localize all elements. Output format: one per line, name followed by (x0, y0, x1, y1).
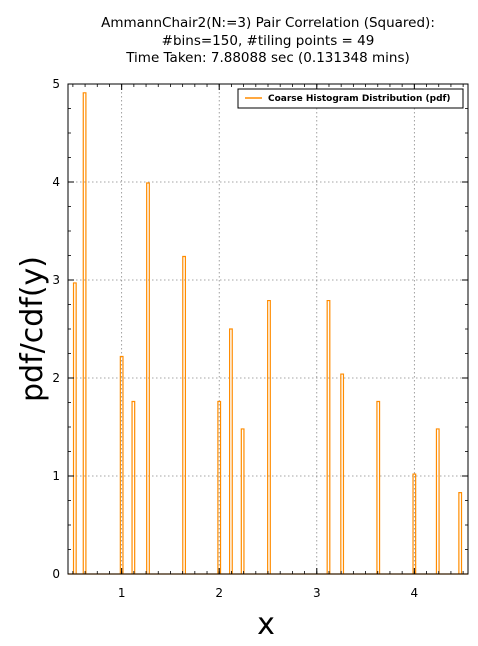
legend-box (237, 88, 464, 109)
x-tick-label: 1 (118, 586, 126, 600)
y-tick-label: 2 (52, 371, 60, 385)
histogram-bar (82, 92, 87, 574)
y-tick-label: 5 (52, 77, 60, 91)
title-line-1: AmmannChair2(N:=3) Pair Correlation (Squ… (101, 15, 435, 31)
y-tick-label: 4 (52, 175, 60, 189)
histogram-bar (412, 473, 417, 574)
histogram-bar (326, 299, 331, 574)
title-line-2: #bins=150, #tiling points = 49 (162, 33, 375, 49)
y-tick-label: 0 (52, 567, 60, 581)
plot-frame (67, 83, 469, 575)
histogram-bar (340, 373, 345, 574)
chart-title: AmmannChair2(N:=3) Pair Correlation (Squ… (101, 15, 435, 66)
histogram-bar (267, 299, 271, 574)
histogram-bar (435, 428, 440, 574)
y-axis-label: pdf/cdf(y) (15, 256, 50, 402)
y-tick-label: 3 (52, 273, 60, 287)
legend: Coarse Histogram Distribution (pdf) (237, 88, 464, 109)
histogram-bar (458, 492, 463, 574)
title-line-3: Time Taken: 7.88088 sec (0.131348 mins) (125, 50, 410, 66)
histogram-bar (182, 255, 187, 574)
histogram-bar (240, 428, 245, 574)
histogram-bar (131, 400, 136, 574)
histogram-bar (376, 400, 381, 574)
x-tick-label: 2 (215, 586, 223, 600)
y-tick-label: 1 (52, 469, 60, 483)
x-tick-label: 3 (313, 586, 321, 600)
histogram-bar (146, 182, 150, 574)
grid (68, 84, 468, 574)
legend-label: Coarse Histogram Distribution (pdf) (268, 94, 451, 104)
histogram-bar (217, 400, 222, 574)
histogram-bar (119, 355, 124, 574)
histogram-bar (229, 328, 233, 574)
x-axis-label: x (257, 607, 275, 642)
histogram-bar (72, 282, 77, 574)
x-tick-label: 4 (411, 586, 419, 600)
